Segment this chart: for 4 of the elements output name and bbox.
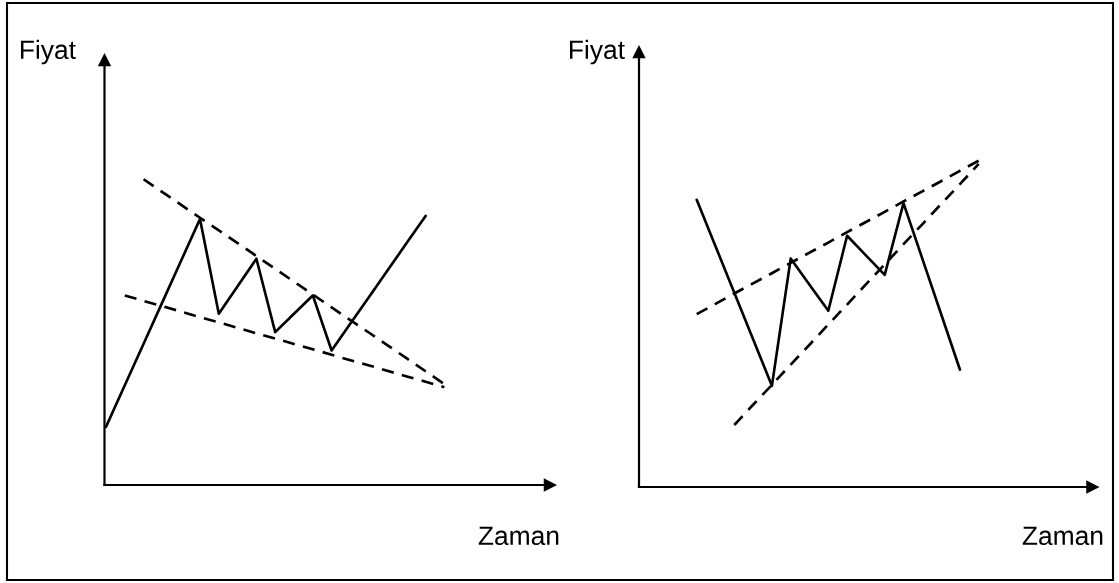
y-axis-title: Fiyat bbox=[20, 39, 76, 65]
x-axis-title: Zaman bbox=[1022, 526, 1103, 546]
x-axis-title: Zaman bbox=[478, 526, 559, 546]
y-axis-title: Fiyat bbox=[569, 39, 625, 65]
